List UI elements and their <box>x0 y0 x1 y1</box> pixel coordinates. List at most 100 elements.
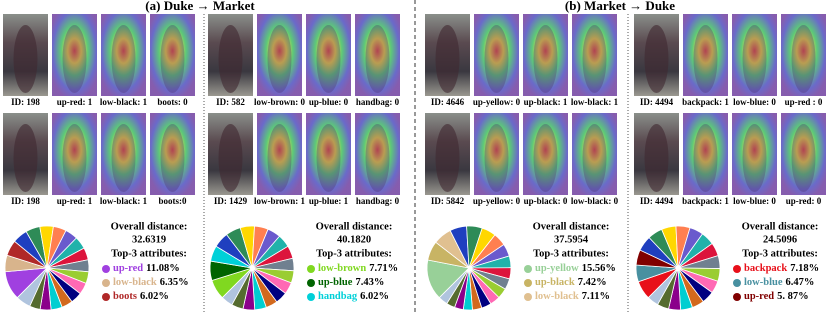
caption: handbag: 0 <box>356 196 400 206</box>
pie-slice <box>647 267 679 306</box>
top3-label: Top-3 attributes: <box>533 248 609 259</box>
legend-dot <box>307 279 315 287</box>
caption: low-black: 1 <box>571 97 619 107</box>
person-silhouette <box>365 124 390 192</box>
person-silhouette <box>533 124 558 192</box>
attribute-percent: 7.43% <box>355 277 384 288</box>
caption: up-red: 0 <box>786 196 822 206</box>
person-silhouette <box>160 25 185 93</box>
caption: low-black: 0 <box>571 196 619 206</box>
attention-map <box>306 14 351 96</box>
attribute-line: up-black 7.42% <box>535 277 607 288</box>
caption: up-black: 0 <box>524 196 568 206</box>
attribute-name: up-yellow <box>535 263 579 274</box>
person-silhouette <box>742 124 767 192</box>
person-silhouette <box>435 25 460 93</box>
attribute-line: backpack 7.18% <box>744 263 819 274</box>
attribute-percent: 6.02% <box>360 291 389 302</box>
legend-dot <box>733 265 741 273</box>
attribute-name: handbag <box>318 291 358 302</box>
caption: low-brown: 0 <box>254 97 306 107</box>
attribute-line: up-red 11.08% <box>113 263 180 274</box>
attribute-line: up-yellow 15.56% <box>535 263 616 274</box>
attribute-name: low-blue <box>744 277 783 288</box>
top3-label: Top-3 attributes: <box>742 248 818 259</box>
attention-map <box>150 14 195 96</box>
legend-dot <box>524 279 532 287</box>
attribute-percent: 5. 87% <box>777 291 809 302</box>
attribute-line: up-blue 7.43% <box>318 277 384 288</box>
person-silhouette <box>13 124 38 192</box>
distance-value: 24.5096 <box>763 234 797 245</box>
legend-dot <box>733 279 741 287</box>
attention-map <box>101 113 146 195</box>
attention-map <box>150 113 195 195</box>
caption: up-black: 1 <box>524 97 568 107</box>
attention-map <box>732 14 777 96</box>
attribute-percent: 7.18% <box>790 263 819 274</box>
person-silhouette <box>111 25 136 93</box>
caption: boots: 0 <box>157 97 188 107</box>
distance-label: Overall distance: <box>742 221 819 232</box>
attribute-name: low-black <box>535 291 579 302</box>
attention-map <box>523 113 568 195</box>
attribute-percent: 15.56% <box>582 263 616 274</box>
attribute-line: low-brown 7.71% <box>318 263 398 274</box>
person-silhouette <box>435 124 460 192</box>
attention-map <box>101 14 146 96</box>
legend-dot <box>307 293 315 301</box>
attribute-line: low-black 6.35% <box>113 277 189 288</box>
attribute-name: up-blue <box>318 277 353 288</box>
caption: up-red : 0 <box>785 97 823 107</box>
caption: up-blue: 1 <box>309 196 349 206</box>
attribute-line: low-black 7.11% <box>535 291 610 302</box>
person-silhouette <box>533 25 558 93</box>
attention-map <box>474 113 519 195</box>
attention-map <box>523 14 568 96</box>
distance-label: Overall distance: <box>316 221 393 232</box>
person-silhouette <box>218 124 243 192</box>
caption: low-brown: 1 <box>254 196 306 206</box>
caption: up-red: 1 <box>57 196 93 206</box>
attention-map <box>732 113 777 195</box>
attribute-name: backpack <box>744 263 787 274</box>
attribute-name: low-brown <box>318 263 366 274</box>
attention-map <box>355 14 400 96</box>
caption: ID: 4494 <box>640 97 674 107</box>
attention-map <box>781 14 826 96</box>
caption: up-yellow: 0 <box>473 196 521 206</box>
attribute-line: up-red 5. 87% <box>744 291 809 302</box>
person-silhouette <box>62 124 87 192</box>
person-silhouette <box>791 124 816 192</box>
attention-map <box>355 113 400 195</box>
person-silhouette <box>111 124 136 192</box>
caption: ID: 198 <box>11 196 40 206</box>
attention-map <box>683 14 728 96</box>
person-silhouette <box>582 25 607 93</box>
top3-label: Top-3 attributes: <box>111 248 187 259</box>
caption: ID: 1429 <box>214 196 248 206</box>
caption: ID: 582 <box>216 97 245 107</box>
caption: low-black: 1 <box>100 196 148 206</box>
caption: boots:0 <box>158 196 187 206</box>
legend-dot <box>524 265 532 273</box>
caption: up-blue: 0 <box>309 97 349 107</box>
attribute-line: handbag 6.02% <box>318 291 389 302</box>
caption: backpack: 1 <box>682 97 729 107</box>
attribute-percent: 7.11% <box>582 291 610 302</box>
top3-label: Top-3 attributes: <box>316 248 392 259</box>
attention-map <box>52 113 97 195</box>
attribute-percent: 6.35% <box>160 277 189 288</box>
panel-title: (b) Market → Duke <box>565 0 675 13</box>
person-silhouette <box>484 124 509 192</box>
attribute-name: up-red <box>744 291 774 302</box>
distance-value: 37.5954 <box>554 234 589 245</box>
attention-map <box>474 14 519 96</box>
attribute-line: low-blue 6.47% <box>744 277 814 288</box>
person-silhouette <box>160 124 185 192</box>
caption: low-blue: 0 <box>733 196 776 206</box>
attention-map <box>781 113 826 195</box>
caption: handbag: 0 <box>356 97 400 107</box>
attribute-name: boots <box>113 291 137 302</box>
legend-dot <box>102 293 110 301</box>
